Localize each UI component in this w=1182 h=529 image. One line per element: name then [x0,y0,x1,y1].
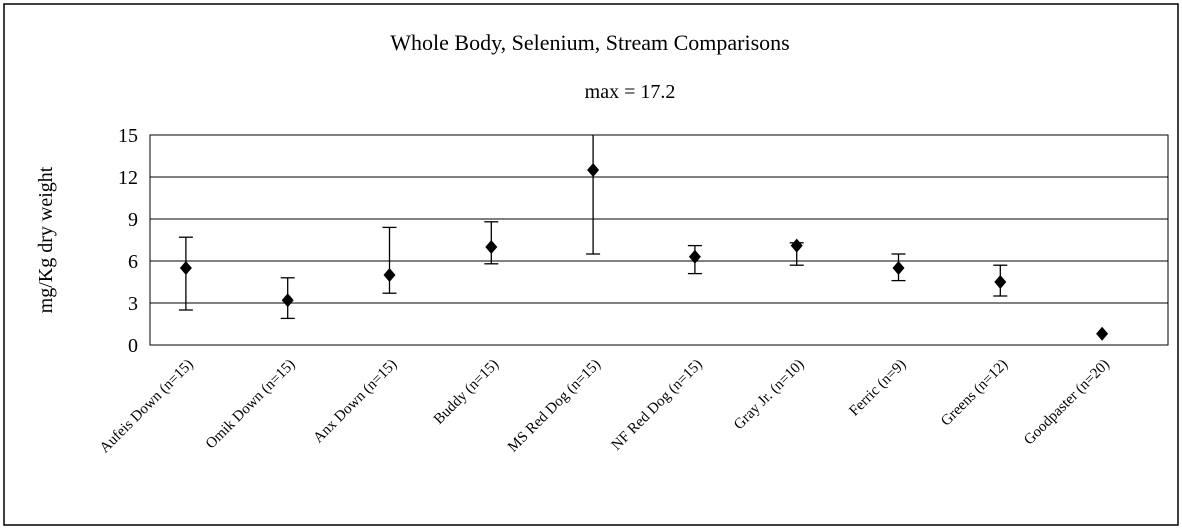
point [179,261,192,275]
y-tick-label: 0 [128,335,138,357]
annotation: max = 17.2 [585,81,676,103]
point [587,163,600,177]
point [994,275,1007,289]
point [281,293,294,308]
point [383,268,396,282]
point [688,249,701,264]
point [892,261,905,275]
y-tick-label: 3 [128,293,138,315]
y-tick-label: 15 [118,125,138,147]
y-tick-label: 6 [128,251,138,273]
marks [178,135,1109,341]
y-tick-label: 9 [128,209,138,231]
point [1096,326,1109,341]
point [790,238,803,253]
point [485,240,498,254]
chart-border [3,3,1179,526]
y-axis-label: mg/Kg dry weight [35,166,57,313]
y-tick-label: 12 [118,167,138,189]
chart-title: Whole Body, Selenium, Stream Comparisons [390,30,789,55]
